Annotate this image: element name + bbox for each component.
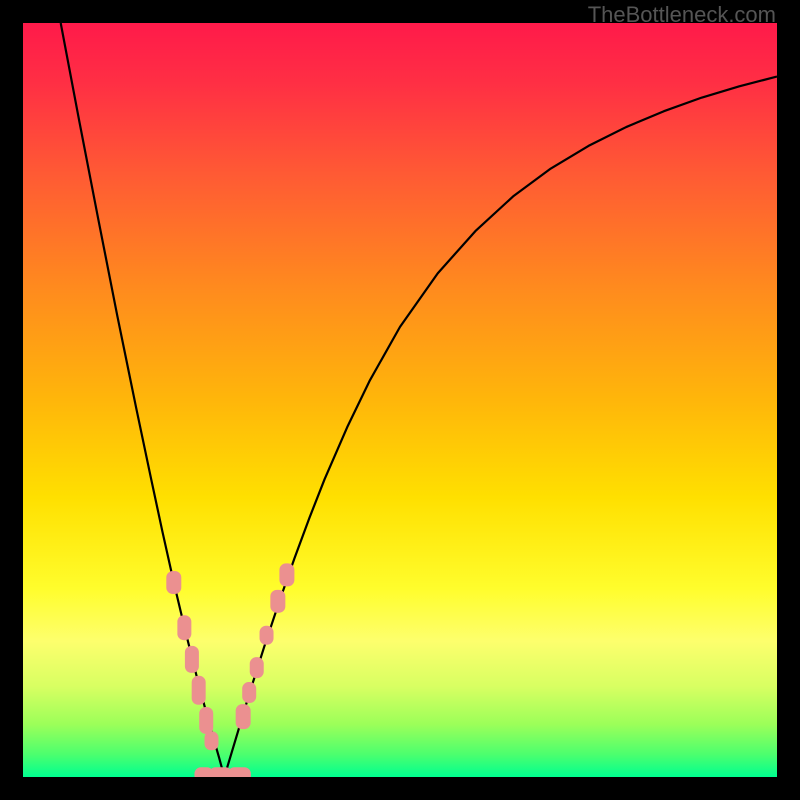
data-marker <box>271 590 285 612</box>
data-marker <box>185 646 198 672</box>
data-marker <box>167 571 181 593</box>
data-marker <box>243 683 256 703</box>
data-marker <box>280 564 294 586</box>
data-marker <box>205 732 218 750</box>
data-marker <box>192 676 205 704</box>
data-marker <box>200 707 213 733</box>
chart-background <box>23 23 777 777</box>
frame-left <box>0 0 23 800</box>
data-marker <box>250 658 263 678</box>
bottleneck-chart <box>23 23 777 777</box>
frame-bottom <box>0 777 800 800</box>
data-marker <box>178 616 191 640</box>
data-marker <box>260 626 273 644</box>
data-marker <box>236 705 250 729</box>
frame-right <box>777 0 800 800</box>
data-marker <box>228 768 250 777</box>
